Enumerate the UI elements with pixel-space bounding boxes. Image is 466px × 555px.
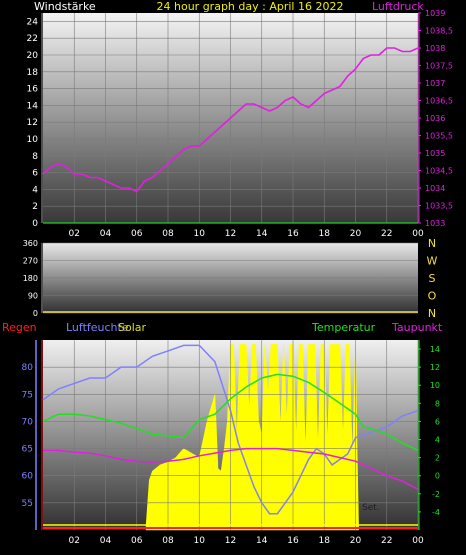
p1-y-left-tick-label: 10 [27,135,39,145]
p1-y-right-tick-label: 1038 [425,44,445,53]
p3-y-right-tick-label: 2 [435,454,440,463]
p1-y-left-tick-label: 20 [27,51,39,61]
p3-y-right-tick-label: -2 [432,490,440,499]
solar-label: Solar [118,321,147,334]
p1-y-left-tick-label: 8 [32,152,38,162]
series-taupunkt-line [43,447,419,490]
p2-y-left-tick-label: 0 [33,309,38,318]
p1-x-tick-label: 18 [319,229,331,239]
p1-x-tick-label: 14 [256,229,268,239]
p3-x-tick-label: 22 [381,536,392,546]
series-luftdruck-line [42,47,419,193]
p2-direction-label: N [428,307,436,320]
p1-y-right-tick-label: 1037,5 [425,62,453,71]
p1-x-tick-label: 06 [131,229,143,239]
p2-y-left-tick-label: 180 [23,274,38,283]
p3-y-left-tick-label: 60 [22,472,34,482]
p1-y-right-tick-label: 1039 [425,9,445,18]
taupunkt-label: Taupunkt [391,321,443,334]
p3-y-right-tick-label: 0 [435,472,440,481]
p1-y-right-tick-label: 1033,5 [425,202,453,211]
p3-x-tick-label: 02 [69,536,80,546]
p1-y-right-tick-label: 1037 [425,79,445,88]
p2-direction-label: O [428,290,437,303]
p1-y-left-tick-label: 24 [27,17,39,27]
p1-y-right-tick-label: 1036,5 [425,97,453,106]
p3-x-tick-label: 18 [319,536,331,546]
p1-x-tick-label: 02 [69,229,80,239]
p1-y-left-tick-label: 14 [27,101,39,111]
p1-x-tick-label: 10 [194,229,206,239]
p2-direction-label: N [428,237,436,250]
panel1-left-label: Windstärke [34,0,96,13]
regen-label: Regen [2,321,37,334]
p1-y-left-tick-label: 12 [27,118,38,128]
p2-y-left-tick-label: 360 [23,239,38,248]
panel1-right-label: Luftdruck [372,0,424,13]
p3-x-tick-label: 08 [162,536,174,546]
p3-x-tick-label: 20 [350,536,362,546]
p1-y-left-tick-label: 0 [32,219,38,229]
p1-y-left-tick-label: 18 [27,68,39,78]
p1-y-right-tick-label: 1035,5 [425,132,453,141]
p1-y-right-tick-label: 1036 [425,114,445,123]
series-temperatur-line [42,373,419,452]
p3-x-tick-label: 12 [225,536,236,546]
series-luftfeuchte-line [42,344,419,515]
p3-y-right-tick-label: 6 [435,417,440,426]
p1-y-right-tick-label: 1038,5 [425,27,453,36]
p3-y-left-tick-label: 55 [22,499,33,509]
p3-x-tick-label: 06 [131,536,143,546]
p3-y-right-tick-label: 12 [430,363,440,372]
p3-y-right-tick-label: 4 [435,436,440,445]
p1-x-tick-label: 00 [412,229,424,239]
p1-y-left-tick-label: 22 [27,34,38,44]
p3-x-tick-label: 14 [256,536,268,546]
sunset-label: Set. [362,503,380,513]
p3-y-right-tick-label: 8 [435,399,440,408]
p1-y-left-tick-label: 6 [32,169,38,179]
p2-y-left-tick-label: 90 [28,292,38,301]
chart-title: 24 hour graph day : April 16 2022 [157,0,344,13]
p3-x-tick-label: 10 [194,536,206,546]
p1-y-right-tick-label: 1034,5 [425,167,453,176]
p1-x-tick-label: 16 [287,229,299,239]
temperatur-label: Temperatur [311,321,376,334]
p1-y-left-tick-label: 2 [32,202,38,212]
p1-x-tick-label: 12 [225,229,236,239]
p3-y-right-tick-label: 14 [430,345,440,354]
p1-x-tick-label: 20 [350,229,362,239]
p3-x-tick-label: 16 [287,536,299,546]
p1-y-right-tick-label: 1033 [425,219,445,228]
p3-y-right-tick-label: 10 [430,381,440,390]
p3-y-left-tick-label: 70 [22,417,34,427]
p3-y-left-tick-label: 80 [22,363,34,373]
p3-y-left-tick-label: 75 [22,390,33,400]
p1-y-right-tick-label: 1035 [425,149,445,158]
p1-y-left-tick-label: 4 [32,185,38,195]
p3-y-right-tick-label: -4 [432,508,440,517]
p3-x-tick-label: 04 [100,536,112,546]
p1-y-left-tick-label: 16 [27,85,39,95]
p2-direction-label: W [427,255,438,268]
p1-x-tick-label: 04 [100,229,112,239]
p3-y-left-tick-label: 65 [22,445,33,455]
luftfeuchte-label: Luftfeuchte [66,321,129,334]
p1-x-tick-label: 08 [162,229,174,239]
p1-y-right-tick-label: 1034 [425,184,445,193]
p1-x-tick-label: 22 [381,229,392,239]
p2-y-left-tick-label: 270 [23,257,38,266]
p2-direction-label: S [429,272,436,285]
p3-x-tick-label: 00 [412,536,424,546]
